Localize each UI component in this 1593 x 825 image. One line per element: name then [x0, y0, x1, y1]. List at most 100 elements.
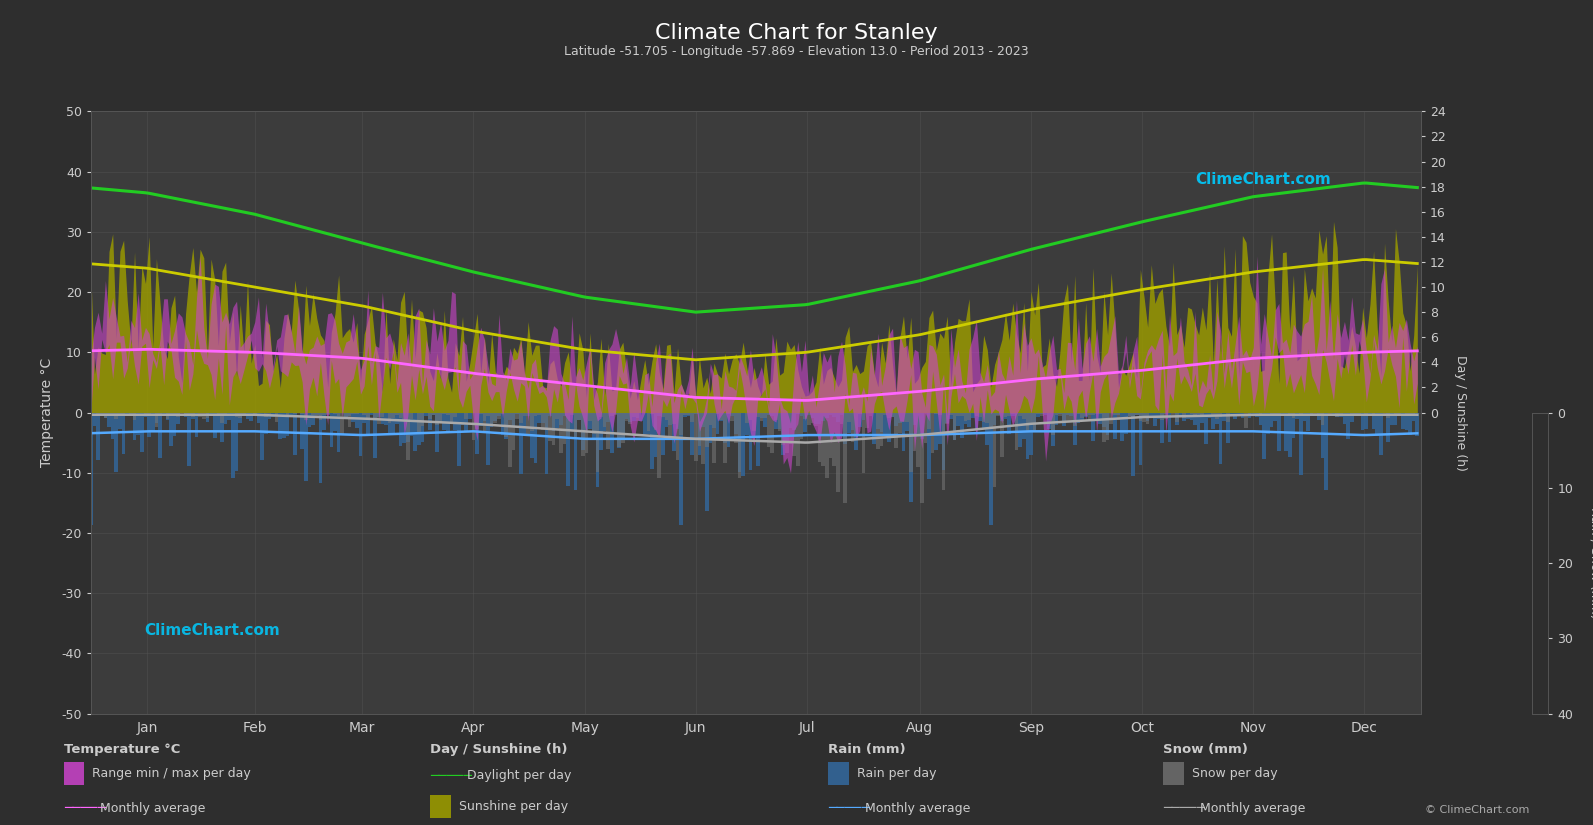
Bar [967, 412, 970, 427]
Bar [868, 412, 873, 417]
Bar [358, 412, 362, 456]
Bar [1317, 412, 1321, 420]
Bar [664, 412, 669, 420]
Bar [981, 412, 986, 428]
Bar [941, 412, 945, 470]
Bar [1255, 412, 1258, 413]
Bar [395, 412, 398, 416]
Bar [624, 412, 628, 419]
Bar [183, 412, 188, 417]
Text: Day / Sunshine (h): Day / Sunshine (h) [430, 742, 567, 756]
Bar [1063, 412, 1066, 427]
Bar [1241, 412, 1244, 413]
Y-axis label: Temperature °C: Temperature °C [40, 358, 54, 467]
Bar [701, 412, 704, 464]
Bar [1270, 412, 1273, 416]
Bar [602, 412, 607, 431]
Bar [333, 412, 336, 431]
Bar [409, 412, 413, 419]
Bar [1233, 412, 1236, 419]
Bar [530, 412, 534, 431]
Bar [483, 412, 486, 421]
Bar [938, 412, 941, 415]
Bar [126, 412, 129, 416]
Bar [1227, 412, 1230, 422]
Bar [537, 412, 542, 415]
Bar [1055, 412, 1058, 415]
Bar [330, 412, 333, 447]
Bar [301, 412, 304, 414]
Bar [704, 412, 709, 511]
Bar [1215, 412, 1219, 419]
Bar [749, 412, 752, 470]
Bar [817, 412, 822, 461]
Bar [1357, 412, 1360, 413]
Bar [1215, 412, 1219, 424]
Bar [898, 412, 902, 432]
Bar [577, 412, 581, 421]
Bar [730, 412, 734, 416]
Bar [814, 412, 817, 427]
Bar [198, 412, 202, 417]
Bar [457, 412, 460, 413]
Bar [1160, 412, 1164, 442]
Bar [698, 412, 701, 455]
Bar [545, 412, 548, 474]
Bar [1120, 412, 1125, 413]
Bar [687, 412, 690, 416]
Bar [577, 412, 581, 420]
Bar [534, 412, 537, 416]
Bar [223, 412, 228, 415]
Bar [205, 412, 209, 418]
Bar [92, 412, 96, 427]
Bar [1244, 412, 1247, 428]
Bar [1372, 412, 1375, 416]
Bar [1227, 412, 1230, 443]
Bar [879, 412, 884, 446]
Bar [118, 412, 121, 429]
Bar [1088, 412, 1091, 415]
Bar [392, 412, 395, 432]
Bar [1278, 412, 1281, 415]
Bar [1117, 412, 1120, 415]
Bar [868, 412, 873, 413]
Bar [695, 412, 698, 461]
Bar [796, 412, 800, 466]
Bar [1321, 412, 1324, 425]
Bar [559, 412, 562, 425]
Bar [104, 412, 107, 417]
Bar [1125, 412, 1128, 434]
Bar [183, 412, 188, 415]
Bar [384, 412, 387, 425]
Bar [341, 412, 344, 435]
Bar [1292, 412, 1295, 438]
Bar [757, 412, 760, 417]
Bar [675, 412, 679, 460]
Bar [683, 412, 687, 417]
Bar [894, 412, 898, 426]
Bar [1303, 412, 1306, 413]
Bar [766, 412, 771, 415]
Bar [647, 412, 650, 435]
Bar [352, 412, 355, 414]
Bar [121, 412, 126, 454]
Bar [873, 412, 876, 444]
Bar [355, 412, 358, 427]
Bar [497, 412, 500, 416]
Bar [1150, 412, 1153, 418]
Bar [542, 412, 545, 430]
Bar [234, 412, 239, 417]
Bar [511, 412, 516, 450]
Bar [653, 412, 658, 457]
Bar [763, 412, 766, 417]
Text: Daylight per day: Daylight per day [467, 769, 572, 782]
Bar [172, 412, 177, 414]
Bar [618, 412, 621, 447]
Bar [191, 412, 194, 419]
Bar [1114, 412, 1117, 415]
Bar [1026, 412, 1029, 431]
Bar [454, 412, 457, 430]
Bar [449, 412, 454, 423]
Bar [695, 412, 698, 413]
Bar [876, 412, 879, 449]
